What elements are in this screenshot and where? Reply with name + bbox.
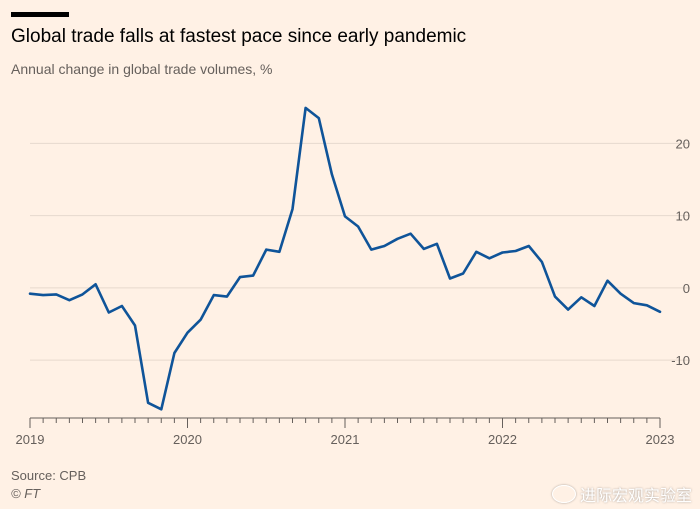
gridlines	[30, 142, 690, 361]
chart-title: Global trade falls at fastest pace since…	[11, 26, 467, 47]
x-tick-label: 2021	[331, 432, 360, 447]
watermark-text: 进际宏观实验室	[579, 488, 692, 505]
watermark: 进际宏观实验室	[551, 482, 692, 506]
y-tick-label: -10	[671, 353, 690, 368]
series-layer	[28, 106, 662, 411]
y-tick-label: 20	[676, 136, 690, 151]
x-tick-label: 2022	[488, 432, 517, 447]
y-tick-label: 10	[676, 209, 690, 224]
x-axis: 2019 2020 2021 2022 2023	[16, 417, 675, 447]
brand-bar	[11, 12, 69, 17]
source-note: Source: CPB	[11, 468, 87, 483]
x-tick-label: 2023	[646, 432, 675, 447]
y-axis-labels: 20 10 0 -10	[671, 136, 690, 368]
trade-volume-line	[28, 106, 662, 411]
x-tick-label: 2020	[173, 432, 202, 447]
weibo-logo-icon	[551, 485, 576, 503]
y-tick-label: 0	[683, 281, 690, 296]
chart-subtitle: Annual change in global trade volumes, %	[11, 61, 273, 77]
copyright-note: © FT	[11, 486, 41, 501]
x-tick-label: 2019	[16, 432, 45, 447]
